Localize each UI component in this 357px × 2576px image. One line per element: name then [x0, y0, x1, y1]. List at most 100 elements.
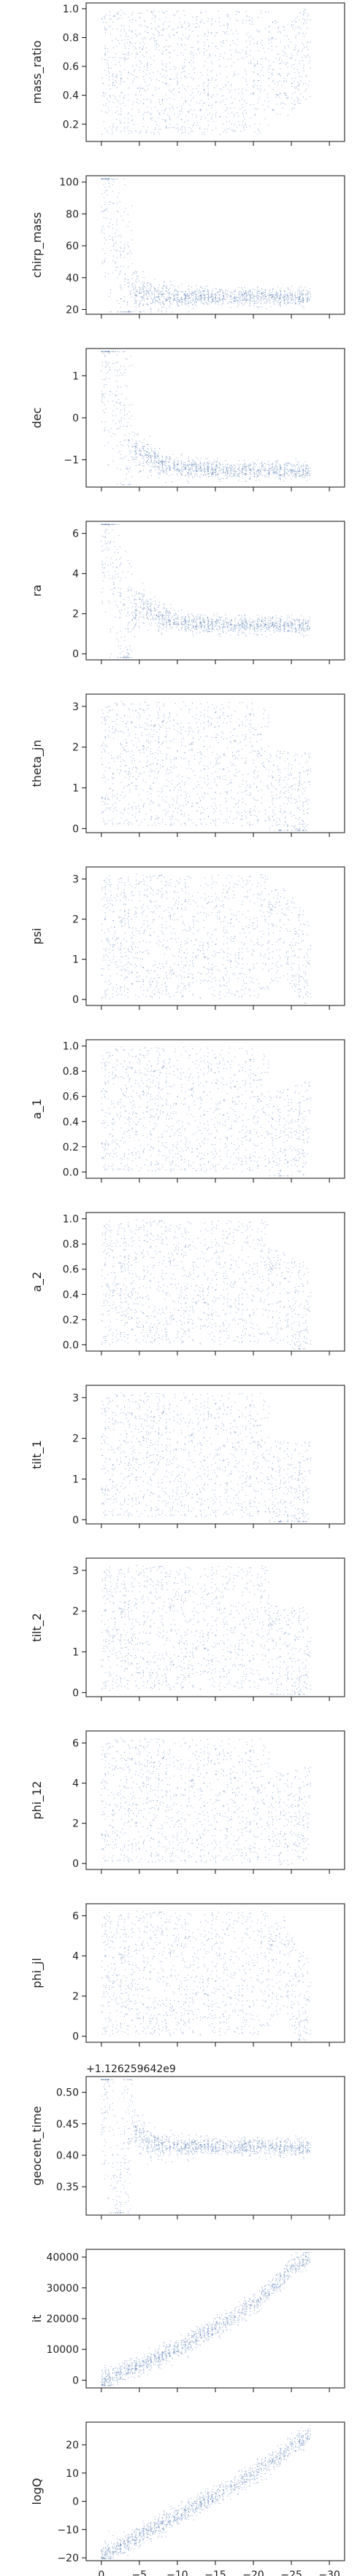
axes-frame: [85, 866, 345, 1006]
y-tick-label: 2: [72, 742, 79, 754]
panel-a-2: 0.0 0.2 0.4 0.6 0.8 1.0 a_2: [30, 1212, 345, 1355]
y-tick-label: −20: [57, 2553, 79, 2564]
y-tick-label: 0: [72, 995, 79, 1006]
x-tick-label: −30: [318, 2569, 340, 2576]
y-tick-label: 0.4: [63, 90, 79, 102]
axes-frame: [85, 1557, 345, 1697]
y-axis-label: logQ: [30, 2478, 44, 2505]
scatter-points: [101, 1910, 312, 2041]
axes-frame: [85, 2421, 345, 2561]
y-tick-label: 0.0: [63, 1339, 79, 1351]
scatter-points: [101, 2424, 311, 2559]
scatter-points: [101, 2252, 311, 2386]
x-tick-label: −5: [132, 2569, 147, 2576]
y-tick-label: 1: [72, 1474, 79, 1486]
scatter-points: [101, 178, 311, 313]
y-tick-label: 30000: [46, 2283, 79, 2295]
y-axis-label: it: [30, 2315, 44, 2323]
panel-it: 0 10000 20000 30000 40000 it: [30, 2249, 345, 2392]
y-tick-label: 4: [72, 1951, 79, 1963]
y-tick-label: 0: [72, 2031, 79, 2043]
y-axis-label: chirp_mass: [30, 212, 45, 278]
y-tick-label: 0.4: [63, 1289, 79, 1301]
axes-frame: [85, 1730, 345, 1870]
scatter-points: [101, 1046, 312, 1177]
y-axis-label: geocent_time: [30, 2106, 45, 2186]
panel-phi-12: 0 2 4 6 phi_12: [30, 1730, 345, 1874]
y-tick-label: 0.0: [63, 1167, 79, 1178]
scatter-points: [101, 9, 311, 136]
x-tick-label: −20: [242, 2569, 264, 2576]
y-tick-label: 2: [72, 609, 79, 620]
y-tick-label: 20: [66, 304, 79, 316]
scatter-points: [101, 1565, 312, 1695]
panel-a-1: 0.0 0.2 0.4 0.6 0.8 1.0 a_1: [30, 1039, 345, 1183]
y-tick-label: 3: [72, 874, 79, 886]
y-tick-label: 0.6: [63, 61, 79, 73]
axes-frame: [85, 1039, 345, 1179]
y-tick-label: 40: [66, 273, 79, 284]
panel-theta-jn: 0 1 2 3 theta_jn: [30, 693, 345, 837]
y-tick-label: 0: [72, 649, 79, 661]
y-tick-label: 2: [72, 1606, 79, 1618]
panel-tilt-2: 0 1 2 3 tilt_2: [30, 1557, 345, 1701]
y-tick-label: 2: [72, 914, 79, 926]
y-tick-label: 6: [72, 529, 79, 540]
panel-ra: 0 2 4 6 ra: [30, 521, 345, 664]
y-tick-label: 3: [72, 701, 79, 713]
y-tick-label: 0.40: [56, 2150, 79, 2162]
scatter-points: [101, 2079, 311, 2214]
y-tick-label: 0.8: [63, 1239, 79, 1250]
y-axis-label: mass_ratio: [30, 41, 45, 104]
y-tick-label: 4: [72, 1778, 79, 1790]
y-tick-label: 0.2: [63, 1142, 79, 1153]
y-tick-label: 0: [72, 823, 79, 835]
y-tick-label: 0: [72, 2375, 79, 2386]
y-axis-label: phi_12: [30, 1781, 45, 1819]
y-tick-label: 0.2: [63, 119, 79, 131]
axes-frame: [85, 1212, 345, 1352]
y-tick-label: 0: [72, 413, 79, 424]
axes-frame: [85, 521, 345, 661]
y-tick-label: 0.6: [63, 1092, 79, 1103]
y-tick-label: 80: [66, 209, 79, 220]
y-tick-label: 1: [72, 370, 79, 382]
scatter-points: [101, 1392, 312, 1522]
y-axis-label: tilt_2: [30, 1613, 45, 1642]
y-offset-label: +1.126259642e9: [86, 2063, 176, 2075]
y-tick-label: 3: [72, 1393, 79, 1404]
y-tick-label: 4: [72, 569, 79, 580]
y-tick-label: 10000: [46, 2344, 79, 2356]
y-tick-label: 0.2: [63, 1315, 79, 1326]
y-tick-label: 0: [72, 1859, 79, 1870]
y-axis-label: psi: [30, 928, 44, 945]
y-axis-label: dec: [30, 408, 44, 429]
panel-chirp-mass: 20 40 60 80 100 chirp_mass: [30, 175, 345, 319]
x-tick-label: 0: [98, 2569, 104, 2576]
y-axis-label: phi_jl: [30, 1958, 45, 1988]
y-tick-label: 6: [72, 1911, 79, 1923]
y-tick-label: 20000: [46, 2314, 79, 2325]
y-tick-label: 0.4: [63, 1116, 79, 1128]
y-tick-label: 0.50: [56, 2087, 79, 2099]
y-tick-label: 1: [72, 1647, 79, 1659]
y-tick-label: 6: [72, 1738, 79, 1750]
panel-dec: −1 0 1 dec: [30, 348, 345, 491]
scatter-points: [101, 1738, 312, 1866]
panel-mass-ratio: 0.2 0.4 0.6 0.8 1.0 mass_ratio: [30, 2, 345, 146]
y-tick-label: 40000: [46, 2252, 79, 2264]
y-tick-label: 0: [72, 1687, 79, 1699]
panel-psi: 0 1 2 3 psi: [30, 866, 345, 1010]
scatter-points: [101, 873, 312, 1004]
scatter-points: [101, 524, 311, 658]
y-tick-label: 60: [66, 241, 79, 252]
y-axis-label: theta_jn: [30, 740, 45, 787]
y-tick-label: 0: [72, 2497, 79, 2508]
y-axis-label: ra: [30, 585, 44, 596]
axes-frame: [85, 175, 345, 315]
y-tick-label: 2: [72, 1433, 79, 1445]
y-tick-label: 0.8: [63, 1066, 79, 1078]
axes-frame: [85, 693, 345, 833]
